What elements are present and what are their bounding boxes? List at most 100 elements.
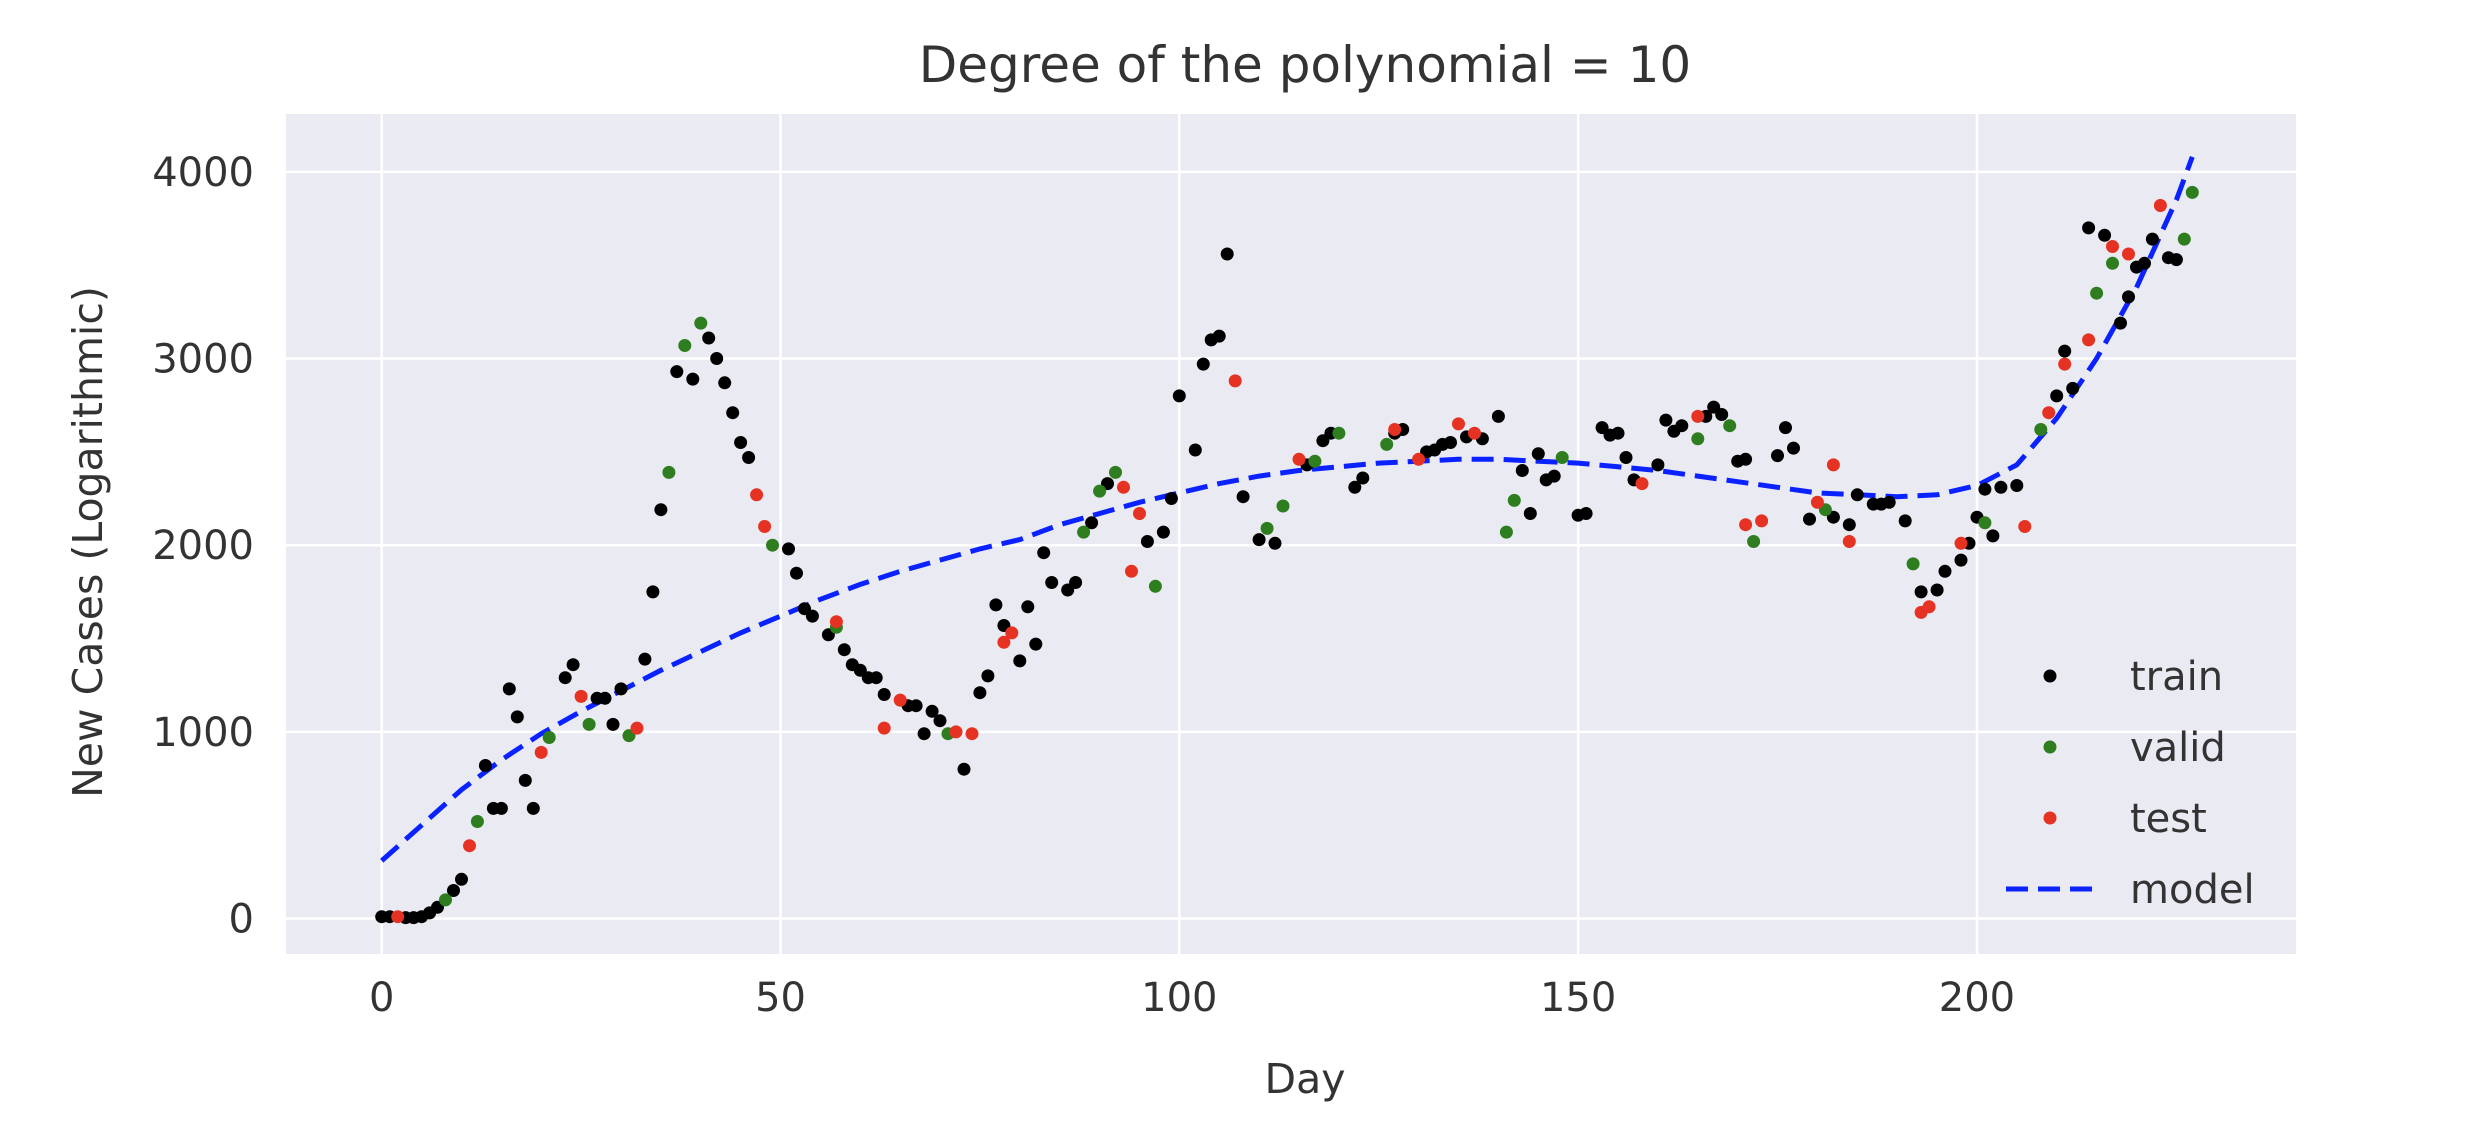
train-point	[1938, 564, 1952, 578]
test-point	[1810, 495, 1824, 509]
test-point	[750, 488, 764, 502]
valid-point	[2106, 256, 2119, 270]
train-point	[710, 352, 724, 365]
train-point	[1029, 637, 1043, 651]
train-point	[1515, 464, 1529, 477]
train-point	[1164, 492, 1178, 505]
train-point	[1771, 449, 1784, 463]
train-point	[447, 884, 460, 897]
train-point	[2138, 256, 2151, 270]
test-point	[1292, 452, 1306, 466]
test-point	[949, 725, 963, 739]
valid-point	[1747, 535, 1761, 548]
valid-point	[1555, 451, 1569, 464]
x-tick-label: 200	[1939, 975, 2015, 1021]
valid-point	[2090, 286, 2104, 300]
legend-label-model: model	[2130, 867, 2255, 913]
train-point	[566, 658, 580, 672]
train-point	[933, 714, 947, 728]
train-point	[638, 652, 652, 666]
train-point	[734, 436, 748, 449]
train-point	[1994, 480, 2008, 494]
test-point	[1468, 426, 1481, 440]
train-point	[510, 710, 524, 724]
valid-point	[1380, 437, 1394, 451]
train-point	[1930, 583, 1944, 597]
train-point	[1172, 389, 1186, 403]
valid-point	[662, 465, 676, 479]
train-point	[1348, 480, 1362, 494]
y-tick-label: 2000	[152, 523, 254, 569]
train-point	[2169, 253, 2183, 267]
test-point	[1826, 458, 1840, 472]
test-point	[1125, 564, 1138, 578]
test-point	[1133, 507, 1146, 520]
test-point	[877, 721, 891, 735]
train-point	[1491, 409, 1505, 423]
valid-point	[1308, 454, 1322, 468]
test-point	[1452, 417, 1465, 431]
train-point	[1803, 512, 1816, 526]
valid-point	[1332, 426, 1346, 440]
legend-marker-test	[2043, 811, 2057, 825]
train-point	[1037, 546, 1051, 560]
valid-point	[1093, 484, 1107, 498]
test-point	[1005, 626, 1019, 640]
train-point	[1850, 488, 1864, 502]
train-point	[1715, 408, 1729, 421]
train-point	[1356, 471, 1370, 485]
x-tick-label: 50	[755, 975, 806, 1021]
train-point	[1156, 525, 1170, 539]
valid-point	[2177, 232, 2191, 246]
model-line	[380, 156, 2195, 863]
test-point	[391, 910, 405, 924]
train-point	[718, 376, 732, 390]
y-tick-label: 0	[229, 897, 254, 943]
train-point	[1978, 482, 1992, 496]
train-point	[2082, 221, 2096, 235]
train-point	[478, 759, 492, 772]
train-point	[2122, 290, 2135, 304]
train-point	[686, 372, 700, 386]
legend-marker-train	[2043, 669, 2057, 683]
valid-point	[1691, 432, 1705, 446]
train-point	[1021, 600, 1035, 614]
valid-point	[1723, 419, 1737, 433]
y-tick-label: 3000	[152, 337, 254, 383]
series-test	[391, 199, 2167, 924]
valid-point	[766, 538, 779, 552]
test-point	[1388, 423, 1402, 436]
train-point	[2098, 228, 2112, 242]
test-point	[2106, 240, 2119, 253]
test-point	[1922, 600, 1936, 614]
test-point	[997, 635, 1011, 649]
train-point	[726, 406, 740, 420]
train-point	[606, 717, 620, 731]
train-point	[455, 872, 468, 886]
train-point	[1523, 507, 1537, 520]
valid-point	[2034, 423, 2048, 436]
test-point	[1755, 514, 1769, 528]
test-point	[574, 689, 588, 703]
train-point	[598, 691, 612, 705]
x-tick-label: 100	[1141, 975, 1217, 1021]
train-point	[654, 503, 668, 517]
legend-item-train: train	[2043, 654, 2223, 700]
train-point	[790, 566, 803, 580]
valid-point	[678, 339, 692, 352]
valid-point	[439, 893, 452, 907]
train-point	[502, 682, 516, 696]
train-point	[518, 773, 532, 787]
train-point	[1188, 443, 1202, 457]
test-point	[1691, 409, 1705, 423]
valid-point	[1276, 499, 1290, 513]
train-point	[1045, 576, 1059, 589]
train-point	[957, 762, 971, 776]
legend-item-test: test	[2043, 796, 2207, 842]
train-point	[877, 688, 891, 701]
train-point	[837, 643, 851, 657]
train-point	[1444, 436, 1457, 449]
train-point	[782, 542, 795, 556]
x-axis-label: Day	[1265, 1055, 1346, 1103]
